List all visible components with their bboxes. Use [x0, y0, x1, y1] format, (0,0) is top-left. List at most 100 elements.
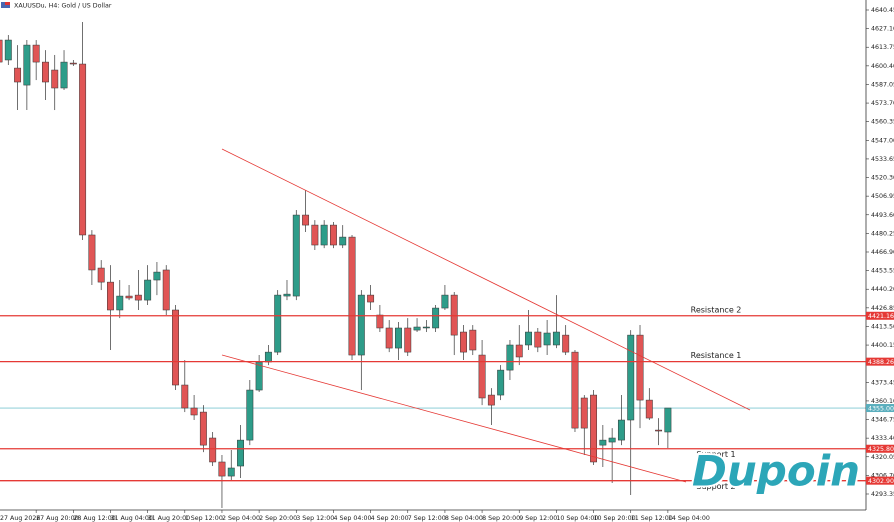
y-tick-label: 4293.35 [871, 491, 894, 498]
x-tick-label: 8 Sep 20:00 [482, 515, 520, 522]
y-tick-label: 4493.60 [871, 212, 894, 219]
level-price-box [866, 476, 894, 485]
y-tick-label: 4306.70 [871, 472, 894, 479]
x-tick-label: 31 Aug 04:00 [110, 515, 152, 522]
candle-body [116, 295, 124, 311]
candle-body [237, 439, 244, 467]
candle-body [395, 327, 402, 349]
candle-body [125, 295, 133, 299]
candle-body [292, 214, 300, 297]
candle-body [590, 394, 598, 463]
candle-body [69, 62, 77, 65]
candle-body [144, 279, 152, 301]
candle-body [515, 344, 523, 358]
candle-body [571, 351, 579, 429]
candle-body [255, 361, 263, 391]
candle-body [329, 224, 337, 246]
y-tick-label: 4333.40 [871, 435, 894, 442]
candle-body [4, 39, 12, 61]
candle-body [525, 331, 532, 346]
y-tick-label: 4480.25 [871, 230, 894, 237]
candle-body [14, 67, 22, 83]
x-tick-label: 14 Sep 04:00 [668, 515, 710, 522]
x-tick-label: 10 Sep 04:00 [556, 515, 598, 522]
candle-body [264, 351, 272, 363]
candle-body [506, 344, 514, 371]
y-tick-label: 4346.75 [871, 417, 894, 424]
candle-body [385, 327, 393, 349]
y-tick-label: 4627.10 [871, 26, 894, 33]
candle-body [162, 269, 170, 311]
level-price-box [866, 444, 894, 453]
x-tick-label: 11 Sep 12:00 [631, 515, 673, 522]
level-name: Resistance 1 [691, 351, 742, 360]
y-tick-label: 4560.35 [871, 119, 894, 126]
y-tick-label: 4533.65 [871, 156, 894, 163]
candle-body [218, 461, 226, 477]
candle-body [460, 331, 467, 353]
candle-body [32, 44, 40, 63]
y-tick-label: 4453.55 [871, 268, 894, 275]
price-box [866, 404, 894, 413]
candle-body [636, 334, 644, 401]
candle-body [42, 61, 49, 83]
x-tick-label: 4 Sep 20:00 [371, 515, 409, 522]
candle-body [617, 419, 625, 441]
candle-body [348, 236, 356, 356]
chart-title: XAUUSDu, H4: Gold / US Dollar [14, 3, 112, 10]
level-price-box [866, 357, 894, 366]
candle-body [227, 467, 235, 477]
y-tick-label: 4373.45 [871, 379, 894, 386]
level-price-box [866, 311, 894, 320]
candle-body [311, 224, 319, 246]
level-price-label: 4421.16 [868, 313, 894, 320]
candle-body [562, 334, 570, 353]
candle-body [478, 354, 486, 399]
symbol-icon-part [5, 2, 10, 5]
y-tick-label: 4640.45 [871, 7, 894, 14]
x-tick-label: 3 Sep 12:00 [296, 515, 334, 522]
level-name: Resistance 2 [691, 305, 742, 314]
level-price-label: 4325.80 [868, 446, 894, 453]
candle-body [422, 326, 430, 329]
y-tick-label: 4547.00 [871, 137, 894, 144]
candle-body [664, 407, 672, 433]
trend-line-upper [221, 148, 751, 411]
candle-body [534, 331, 542, 348]
price-label: 4355.00 [868, 405, 894, 412]
candle-body [88, 234, 96, 271]
candle-body [543, 332, 551, 346]
y-tick-label: 4613.75 [871, 44, 894, 51]
candle-body [367, 294, 375, 303]
candle-body [404, 327, 412, 353]
candle-body [23, 44, 31, 86]
y-tick-label: 4413.50 [871, 323, 894, 330]
candle-body [97, 267, 105, 283]
candle-body [246, 389, 254, 441]
candle-body [302, 214, 310, 226]
level-price-label: 4388.26 [868, 359, 894, 366]
x-tick-label: 10 Sep 20:00 [594, 515, 636, 522]
candle-body [320, 224, 328, 246]
trend-line-lower [221, 354, 687, 483]
candle-body [199, 411, 207, 446]
level-name: Support 2 [696, 482, 735, 491]
candle-body [190, 407, 198, 416]
candle-body [413, 326, 421, 331]
candle-body [655, 429, 663, 432]
y-tick-label: 4440.20 [871, 286, 894, 293]
y-tick-label: 4600.40 [871, 63, 894, 70]
candle-body [107, 281, 114, 311]
y-tick-label: 4320.05 [871, 454, 894, 461]
candle-body [209, 437, 217, 463]
candle-body [469, 329, 477, 351]
level-price-label: 4302.90 [868, 478, 894, 485]
plot-area [0, 22, 866, 509]
candle-body [172, 309, 179, 386]
x-tick-label: 4 Sep 04:00 [333, 515, 371, 522]
candle-body [51, 69, 59, 89]
candle-body [580, 397, 588, 429]
candle-body [487, 394, 495, 406]
